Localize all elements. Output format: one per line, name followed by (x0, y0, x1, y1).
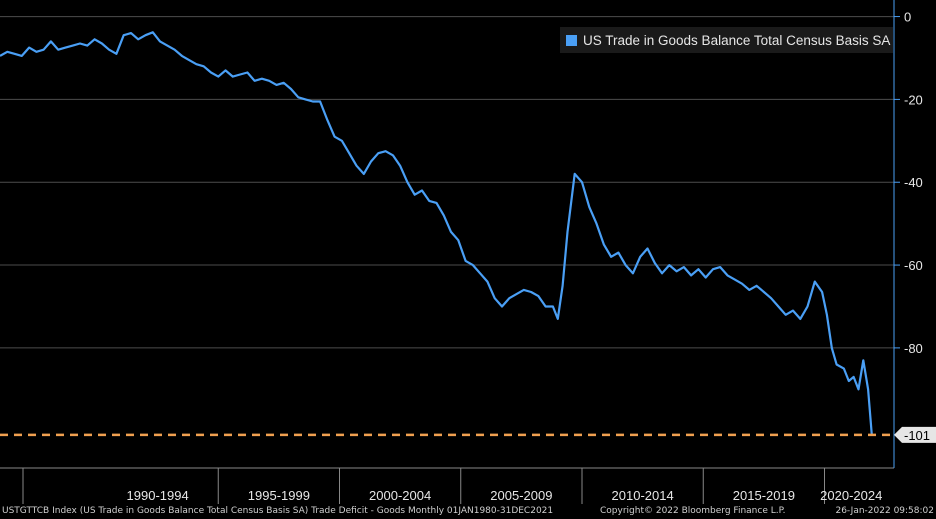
footer-source: USTGTTCB Index (US Trade in Goods Balanc… (2, 506, 554, 516)
series-line (0, 31, 873, 435)
x-tick-label: 2015-2019 (733, 488, 795, 503)
reference-line-layer: -101 (0, 426, 936, 443)
x-tick-label: 2020-2024 (820, 488, 882, 503)
legend-swatch (566, 34, 577, 46)
x-tick-label: 1995-1999 (248, 488, 310, 503)
chart-canvas: 1990-1994 1995-1999 2000-2004 2005-2009 2010… (0, 0, 936, 504)
x-tick-label: 2005-2009 (490, 488, 552, 503)
x-tick-label: 2010-2014 (612, 488, 674, 503)
y-tick-label: 0 (904, 10, 911, 25)
y-tick-label: -40 (904, 175, 923, 190)
y-tick-label: -20 (904, 92, 923, 107)
legend-label: US Trade in Goods Balance Total Census B… (583, 32, 891, 48)
chart-legend: US Trade in Goods Balance Total Census B… (560, 27, 893, 53)
x-tick-label: 1990-1994 (127, 488, 189, 503)
footer-bar: USTGTTCB Index (US Trade in Goods Balanc… (0, 504, 936, 519)
footer-timestamp: 26-Jan-2022 09:58:02 (835, 506, 934, 516)
grid-lines (0, 16, 894, 349)
series-layer (0, 31, 873, 435)
reference-value-label: -101 (904, 428, 930, 443)
y-axis: 0 -20 -40 -60 -80 (893, 0, 923, 468)
y-tick-label: -80 (904, 341, 923, 356)
reference-value-tag (894, 426, 936, 443)
y-tick-label: -60 (904, 258, 923, 273)
x-axis: 1990-1994 1995-1999 2000-2004 2005-2009 2010… (0, 467, 894, 504)
x-tick-label: 2000-2004 (369, 488, 431, 503)
footer-copyright: Copyright© 2022 Bloomberg Finance L.P. (600, 506, 786, 516)
